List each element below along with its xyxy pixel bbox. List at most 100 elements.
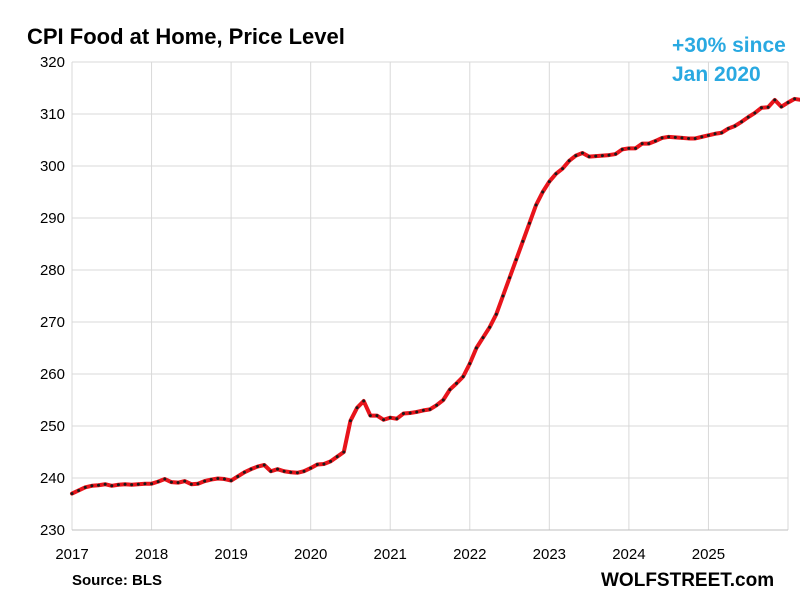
data-point-17 <box>183 479 187 483</box>
data-point-87 <box>647 142 651 146</box>
y-tick-label-260: 260 <box>40 366 65 383</box>
data-point-54 <box>428 407 432 411</box>
data-point-85 <box>634 146 638 150</box>
data-point-41 <box>342 450 346 454</box>
data-point-106 <box>773 98 777 102</box>
x-tick-label-2019: 2019 <box>214 546 247 563</box>
data-point-63 <box>488 325 492 329</box>
y-gridlines <box>72 61 788 531</box>
data-point-40 <box>335 455 339 459</box>
data-point-44 <box>362 399 366 403</box>
data-point-89 <box>660 136 664 140</box>
data-point-13 <box>156 480 160 484</box>
data-point-2 <box>83 485 87 489</box>
data-point-21 <box>209 478 213 482</box>
data-point-80 <box>600 154 604 158</box>
data-point-27 <box>249 467 253 471</box>
y-tick-label-280: 280 <box>40 262 65 279</box>
annotation-line-1: +30% since <box>672 34 786 57</box>
data-point-88 <box>653 139 657 143</box>
data-point-56 <box>441 398 445 402</box>
chart-title: CPI Food at Home, Price Level <box>27 24 345 49</box>
data-point-81 <box>607 153 611 157</box>
data-point-16 <box>176 481 180 485</box>
y-tick-label-270: 270 <box>40 314 65 331</box>
data-point-75 <box>567 159 571 163</box>
annotation-line-2: Jan 2020 <box>672 63 761 86</box>
data-point-94 <box>693 136 697 140</box>
data-point-59 <box>461 375 465 379</box>
data-point-79 <box>594 154 598 158</box>
data-point-100 <box>733 124 737 128</box>
data-point-103 <box>753 111 757 115</box>
data-point-109 <box>793 97 797 101</box>
y-tick-label-300: 300 <box>40 158 65 175</box>
data-point-95 <box>700 135 704 139</box>
data-point-7 <box>116 483 120 487</box>
data-point-77 <box>580 151 584 155</box>
data-point-69 <box>527 221 531 225</box>
data-point-3 <box>90 484 94 488</box>
data-point-107 <box>779 105 783 109</box>
y-tick-label-250: 250 <box>40 418 65 435</box>
data-point-104 <box>759 106 763 110</box>
data-point-0 <box>70 492 74 496</box>
data-point-93 <box>687 136 691 140</box>
data-point-91 <box>673 135 677 139</box>
data-point-97 <box>713 132 717 136</box>
data-point-6 <box>110 484 114 488</box>
data-point-8 <box>123 482 127 486</box>
data-point-28 <box>256 465 260 469</box>
data-point-45 <box>368 414 372 418</box>
data-point-12 <box>150 482 154 486</box>
x-tick-label-2023: 2023 <box>533 546 566 563</box>
data-point-101 <box>740 120 744 124</box>
data-point-105 <box>766 105 770 109</box>
x-tick-label-2024: 2024 <box>612 546 645 563</box>
data-point-68 <box>521 239 525 243</box>
data-point-76 <box>574 154 578 158</box>
y-axis-tick-labels: 230 240 250 260 270 280 290 300 310 320 <box>40 54 65 539</box>
data-point-108 <box>786 101 790 105</box>
data-point-82 <box>614 152 618 156</box>
data-point-23 <box>222 477 226 481</box>
data-point-37 <box>315 462 319 466</box>
x-tick-label-2020: 2020 <box>294 546 327 563</box>
data-point-49 <box>395 417 399 421</box>
y-tick-label-290: 290 <box>40 210 65 227</box>
data-point-36 <box>309 466 313 470</box>
x-tick-label-2018: 2018 <box>135 546 168 563</box>
data-point-62 <box>481 336 485 340</box>
data-point-42 <box>348 419 352 423</box>
data-point-98 <box>720 131 724 135</box>
data-point-65 <box>501 294 505 298</box>
data-point-84 <box>627 146 631 150</box>
data-point-90 <box>667 135 671 139</box>
data-point-18 <box>189 482 193 486</box>
data-point-24 <box>229 479 233 483</box>
data-point-102 <box>746 115 750 119</box>
data-point-46 <box>375 414 379 418</box>
data-point-1 <box>77 488 81 492</box>
data-point-67 <box>514 258 518 262</box>
data-point-34 <box>295 471 299 475</box>
plot-frame <box>72 62 789 531</box>
data-point-4 <box>97 483 101 487</box>
data-point-29 <box>262 463 266 467</box>
data-point-74 <box>561 167 565 171</box>
data-point-71 <box>541 190 545 194</box>
x-tick-label-2022: 2022 <box>453 546 486 563</box>
data-point-30 <box>269 469 273 473</box>
data-point-53 <box>421 408 425 412</box>
data-point-47 <box>382 418 386 422</box>
data-point-9 <box>130 483 134 487</box>
data-point-86 <box>640 142 644 146</box>
data-point-33 <box>289 470 293 474</box>
data-point-96 <box>706 133 710 137</box>
data-point-10 <box>136 482 140 486</box>
data-point-52 <box>415 410 419 414</box>
data-point-15 <box>169 480 173 484</box>
data-point-55 <box>435 403 439 407</box>
brand-label: WOLFSTREET.com <box>601 570 774 591</box>
data-point-39 <box>329 459 333 463</box>
